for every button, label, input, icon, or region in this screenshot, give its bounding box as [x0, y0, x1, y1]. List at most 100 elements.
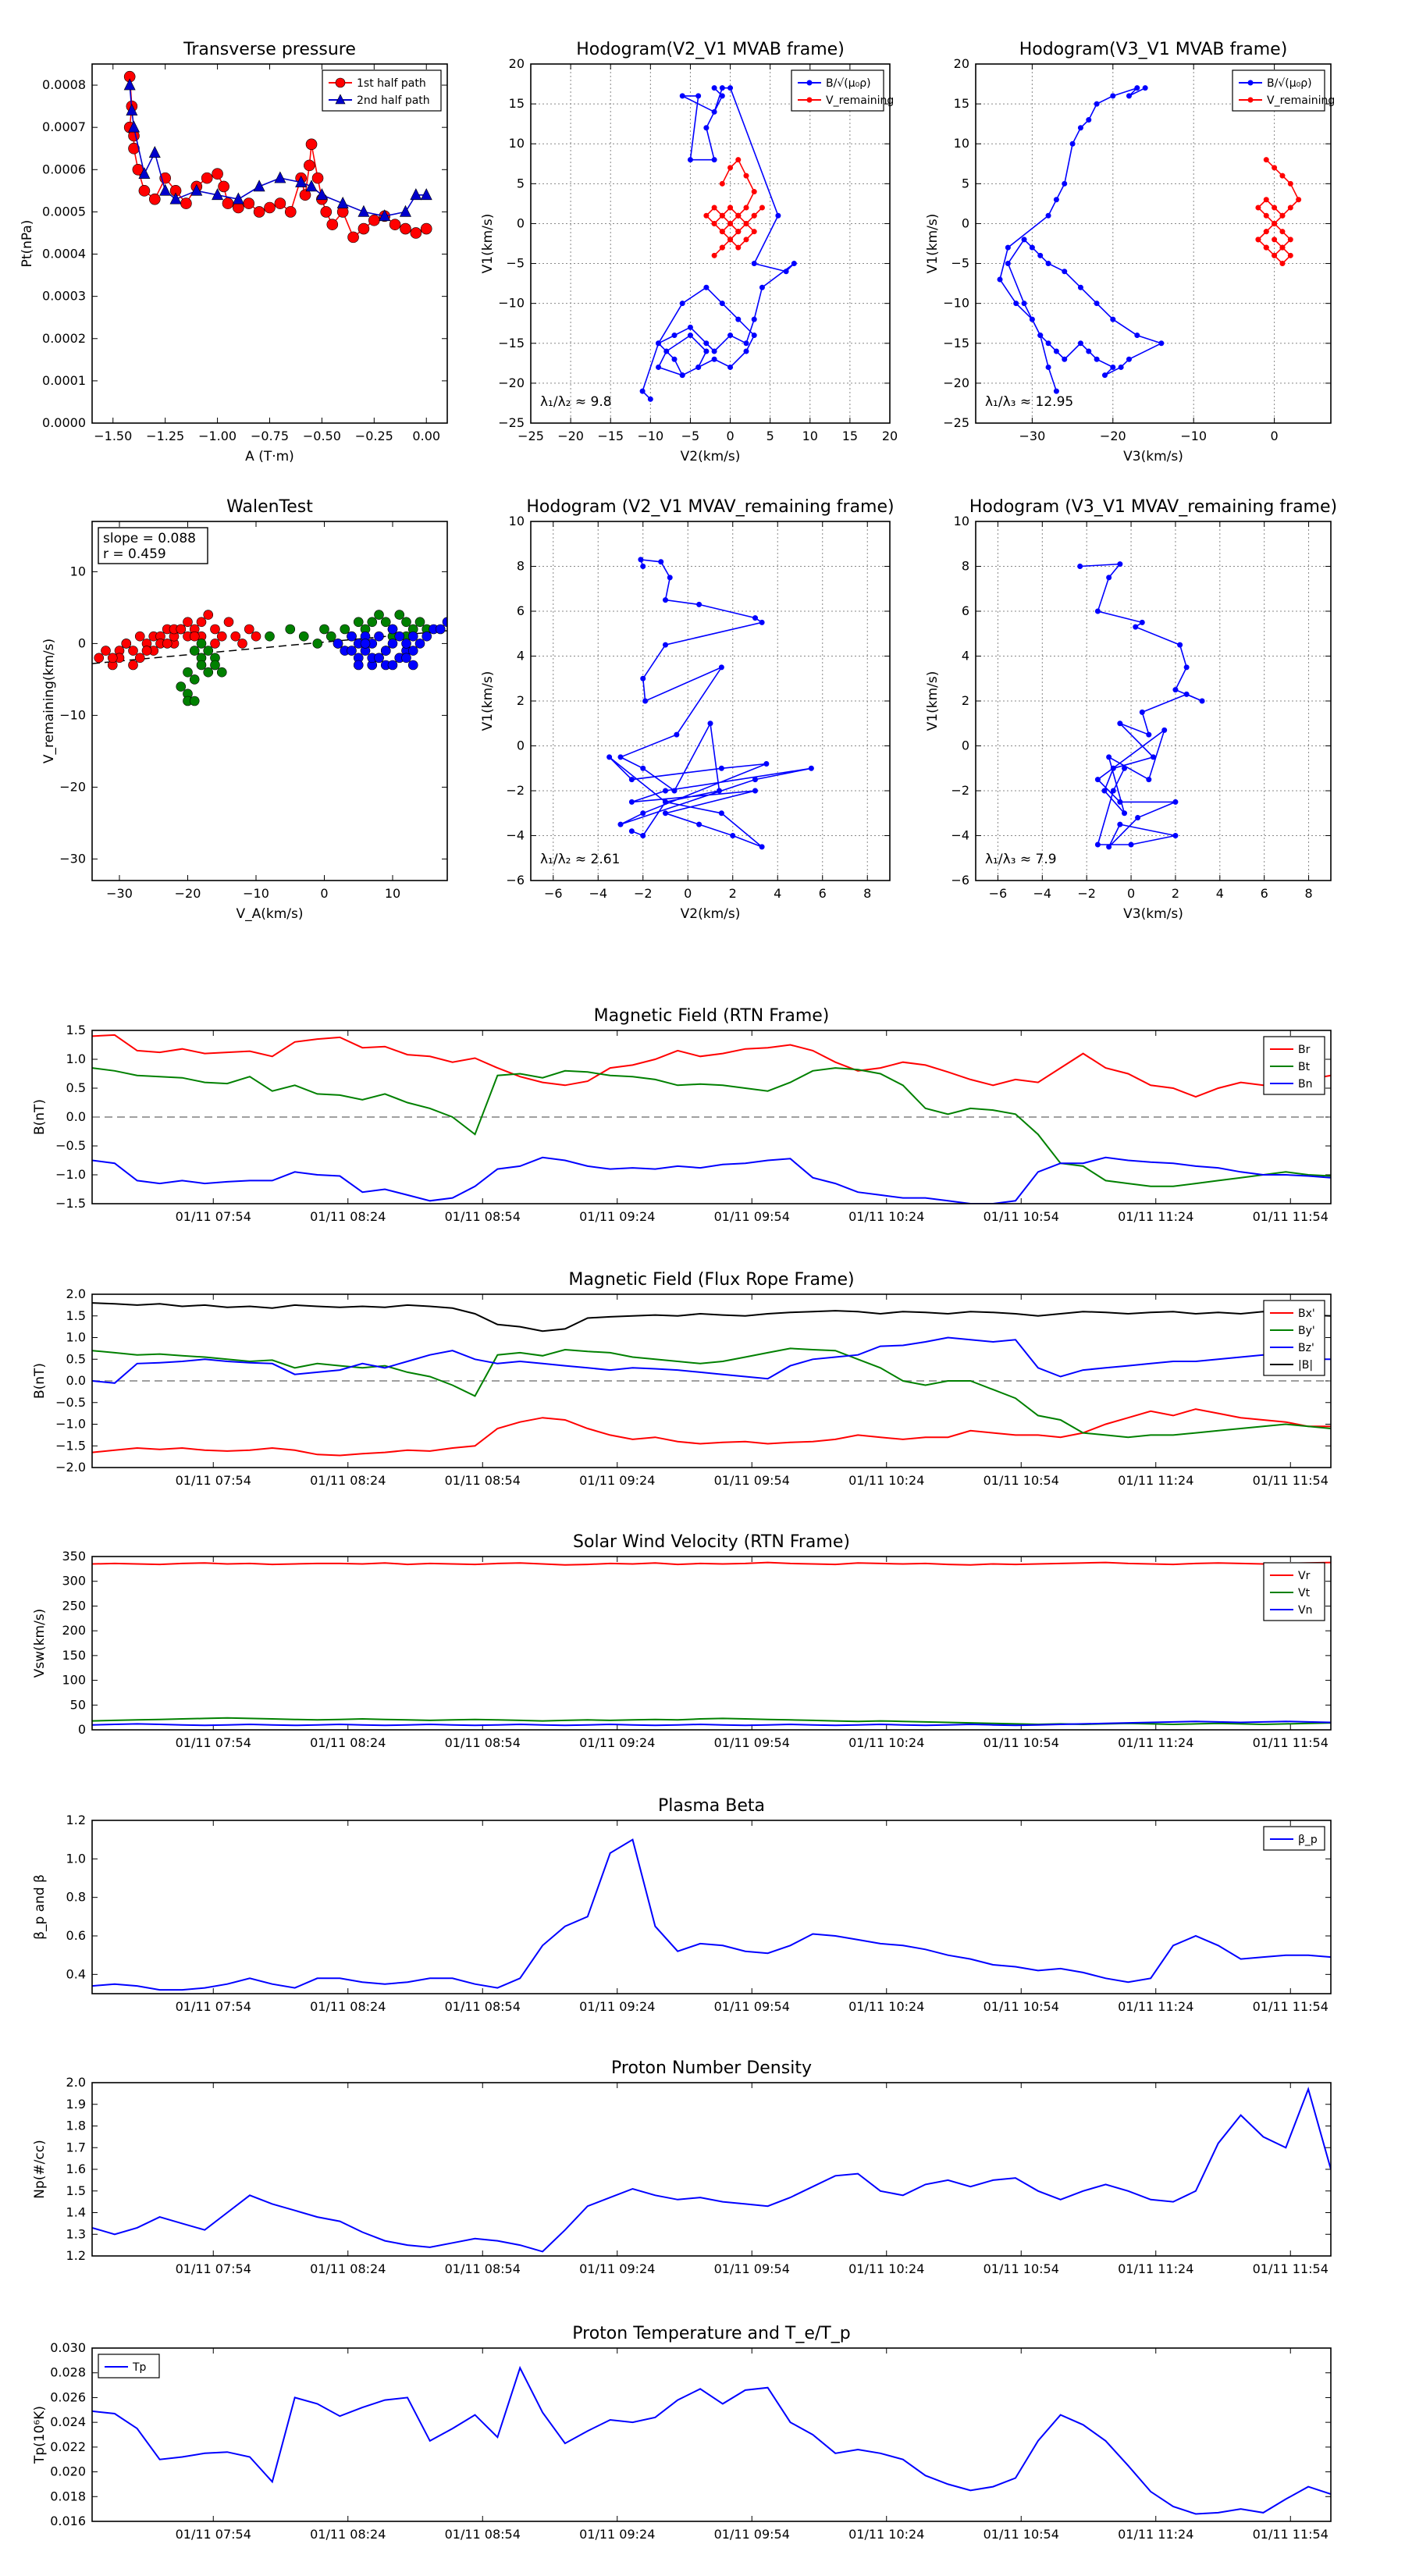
- y-tick-label: 0.5: [66, 1351, 86, 1366]
- data-point-blue: [360, 639, 371, 649]
- data-point-v-remaining: [1255, 205, 1261, 211]
- data-point-green: [401, 617, 411, 628]
- data-point-b-: [1134, 85, 1140, 91]
- series-line-bt: [92, 1067, 1331, 1187]
- y-tick-label: 0.4: [66, 1966, 86, 1981]
- x-tick-label: 01/11 08:54: [445, 1999, 521, 2014]
- x-tick-label: 01/11 07:54: [176, 1999, 251, 2014]
- x-tick-label: −20: [175, 886, 201, 901]
- data-point-b-: [1005, 261, 1011, 267]
- legend-label-v-remaining: V_remaining: [826, 94, 894, 107]
- data-point-red: [251, 631, 261, 642]
- x-axis-label: V3(km/s): [1123, 449, 1183, 464]
- data-point-series: [707, 720, 713, 727]
- y-tick-label: 0.6: [66, 1928, 86, 1943]
- y-tick-label: −2: [506, 783, 525, 798]
- series-line--b-: [92, 1302, 1331, 1332]
- y-axis-label: V1(km/s): [480, 214, 496, 274]
- data-point-b-: [687, 333, 693, 339]
- data-point-b-: [1101, 372, 1108, 379]
- data-point-series: [1172, 833, 1179, 839]
- data-layer: [92, 1034, 1331, 1204]
- x-tick-label: 01/11 10:24: [848, 1209, 924, 1224]
- data-point-red: [244, 624, 254, 635]
- y-axis-label: B(nT): [32, 1363, 48, 1399]
- data-point-series: [1172, 799, 1179, 805]
- data-point-series: [1183, 664, 1190, 671]
- data-point-series: [696, 601, 702, 607]
- data-layer: [94, 610, 447, 706]
- data-point-green: [196, 639, 207, 649]
- x-tick-label: 01/11 10:54: [984, 1735, 1059, 1750]
- data-point-green: [216, 667, 227, 678]
- y-tick-label: −6: [506, 873, 525, 888]
- data-point-green: [319, 624, 329, 635]
- data-layer: [123, 70, 432, 244]
- series-line-vt: [92, 1717, 1331, 1726]
- data-point-b-: [656, 340, 662, 347]
- data-point-blue: [401, 639, 411, 649]
- x-tick-label: 2: [1172, 886, 1179, 901]
- data-point-green: [210, 660, 220, 671]
- legend-label-2nd-half-path: 2nd half path: [357, 94, 430, 107]
- y-tick-label: 1.5: [66, 1023, 86, 1037]
- data-layer: [639, 85, 797, 402]
- y-tick-label: 0: [78, 1722, 86, 1737]
- data-point-green: [189, 696, 200, 706]
- data-point-b-: [711, 157, 717, 163]
- y-tick-label: 1.5: [66, 1308, 86, 1323]
- data-point-red: [203, 610, 214, 620]
- y-tick-label: 8: [962, 559, 969, 574]
- data-point-b-: [703, 125, 710, 131]
- data-point-2nd-half-path: [253, 180, 265, 192]
- data-point-series: [1101, 788, 1108, 794]
- y-tick-label: −25: [943, 415, 969, 430]
- x-tick-label: −0.50: [303, 429, 341, 443]
- x-tick-label: 01/11 09:54: [714, 2261, 790, 2276]
- data-point-series: [752, 788, 758, 794]
- data-point-blue: [435, 624, 446, 635]
- x-tick-label: −0.75: [251, 429, 289, 443]
- data-point-2nd-half-path: [410, 188, 422, 201]
- plot-frame: [91, 1293, 1332, 1468]
- series-line-bx-: [92, 1408, 1331, 1457]
- x-tick-label: −1.50: [94, 429, 132, 443]
- annotation-text: λ₁/λ₃ ≈ 7.9: [985, 852, 1057, 867]
- data-point-red: [176, 624, 187, 635]
- x-tick-label: 6: [1261, 886, 1268, 901]
- series-line-by-: [92, 1347, 1331, 1439]
- data-point-series: [617, 821, 624, 827]
- x-tick-label: 01/11 08:54: [445, 2261, 521, 2276]
- x-tick-label: 01/11 10:54: [984, 2527, 1059, 2542]
- data-point-blue: [442, 617, 447, 628]
- data-point-b-: [647, 396, 653, 402]
- y-tick-label: −30: [59, 851, 86, 866]
- data-point-series: [1135, 815, 1141, 821]
- data-point-series: [662, 597, 668, 603]
- data-point-1st-half-path: [253, 206, 265, 218]
- data-point-blue: [374, 631, 384, 642]
- chart-hodo_v3v1_mvab: Hodogram(V3_V1 MVAB frame) −30 −20 −10 0 −25 −…: [925, 40, 1335, 464]
- data-point-series: [1106, 844, 1112, 850]
- chart-proton_temp: Proton Temperature and T_e/T_p 01/11 07:5…: [32, 2324, 1332, 2542]
- data-point-1st-half-path: [284, 206, 297, 218]
- data-point-b-: [1118, 364, 1124, 370]
- series-line-bn: [92, 1156, 1331, 1204]
- data-point-b-: [1053, 197, 1059, 203]
- x-tick-label: 01/11 09:24: [579, 2261, 655, 2276]
- data-point-v-remaining: [1263, 229, 1269, 235]
- data-point-series: [718, 765, 724, 771]
- x-axis-label: V3(km/s): [1123, 906, 1183, 922]
- y-axis-label: Pt(nPa): [20, 220, 35, 268]
- data-point-series: [730, 833, 736, 839]
- chart-title: Solar Wind Velocity (RTN Frame): [573, 1532, 850, 1552]
- data-point-1st-half-path: [311, 172, 324, 184]
- x-tick-label: 01/11 10:24: [848, 2261, 924, 2276]
- data-point-b-: [735, 316, 742, 322]
- chart-proton_density: Proton Number Density 01/11 07:54 01/11 08…: [32, 2058, 1332, 2276]
- chart-title: Proton Number Density: [611, 2058, 812, 2078]
- x-tick-label: 15: [842, 429, 858, 443]
- data-point-blue: [422, 631, 432, 642]
- x-tick-label: 01/11 10:54: [984, 2261, 1059, 2276]
- data-point-series: [718, 664, 724, 671]
